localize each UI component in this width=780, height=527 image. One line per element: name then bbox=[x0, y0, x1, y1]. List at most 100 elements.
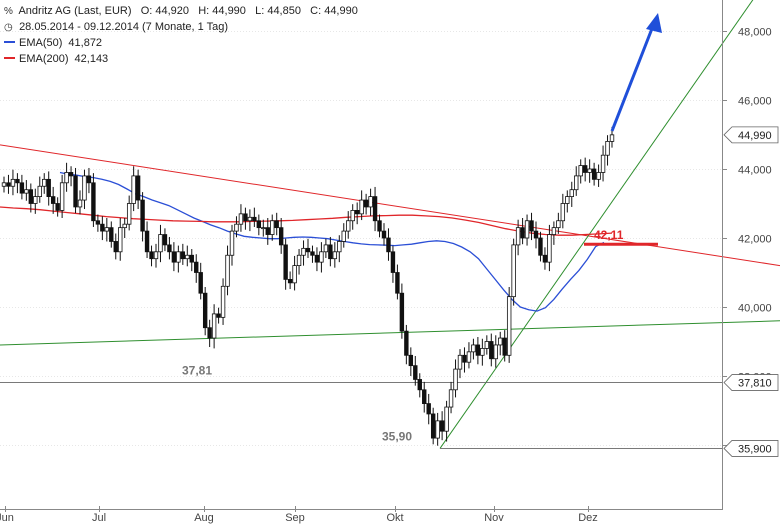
candle-body bbox=[216, 313, 221, 318]
candle-body bbox=[404, 330, 409, 356]
candle-body bbox=[305, 247, 311, 253]
candle-body bbox=[511, 244, 516, 298]
candle-body bbox=[609, 134, 615, 142]
overlays: 37,81 35,90 42,11 bbox=[182, 13, 662, 443]
candle-body bbox=[377, 220, 382, 232]
candle-body bbox=[189, 254, 194, 263]
candle-body bbox=[399, 292, 405, 332]
candle-body bbox=[24, 189, 29, 194]
candle-body bbox=[100, 223, 105, 232]
annotation-35-90: 35,90 bbox=[382, 429, 412, 443]
candle-body bbox=[395, 272, 400, 294]
y-tick-label: 42,000 bbox=[738, 234, 772, 246]
candle-body bbox=[301, 247, 306, 256]
candle-body bbox=[234, 223, 239, 232]
candle-body bbox=[274, 220, 279, 229]
candle-body bbox=[457, 354, 463, 370]
price-box-frame bbox=[723, 440, 779, 457]
candle-body bbox=[180, 251, 186, 260]
candle-body bbox=[341, 230, 346, 242]
candle-body bbox=[207, 327, 212, 339]
y-tick-label: 44,000 bbox=[738, 165, 772, 177]
projection-arrow-shaft bbox=[610, 25, 655, 132]
candle-body bbox=[153, 251, 159, 260]
candle-body bbox=[444, 406, 449, 432]
candle-body bbox=[346, 220, 351, 232]
candle-body bbox=[480, 347, 485, 356]
candle-body bbox=[363, 199, 369, 208]
candle-body bbox=[265, 227, 270, 235]
candle-body bbox=[426, 403, 431, 415]
candle-body bbox=[91, 182, 96, 222]
candle-body bbox=[591, 168, 597, 180]
candle-body bbox=[256, 220, 262, 229]
legend-ema50: EMA(50) 41,872 bbox=[4, 37, 102, 50]
open-value: O: 44,920 bbox=[140, 5, 190, 17]
candle-body bbox=[314, 254, 320, 263]
price-box: 44,990 bbox=[723, 126, 779, 144]
candle-body bbox=[466, 351, 472, 363]
x-axis: Jun Jul Aug Sep Okt Nov Dez bbox=[0, 506, 722, 524]
support-trendline bbox=[0, 320, 780, 346]
candle-body bbox=[587, 168, 592, 173]
candle-body bbox=[135, 175, 141, 201]
price-box: 35,900 bbox=[723, 440, 779, 457]
candle-body bbox=[337, 241, 342, 253]
candle-body bbox=[462, 354, 467, 363]
candle-body bbox=[158, 234, 163, 253]
y-tick-label: 40,000 bbox=[738, 303, 772, 315]
candle-body bbox=[292, 265, 297, 284]
candle-body bbox=[73, 175, 78, 208]
candle-body bbox=[6, 182, 11, 187]
candle-body bbox=[162, 234, 168, 246]
candle-body bbox=[359, 199, 364, 215]
candle-body bbox=[86, 175, 92, 184]
candle-body bbox=[55, 203, 60, 211]
candle-body bbox=[283, 244, 288, 280]
projection-arrow-head bbox=[646, 13, 662, 33]
candle-body bbox=[493, 344, 498, 360]
candle-body bbox=[354, 209, 360, 215]
annotation-37-81: 37,81 bbox=[182, 364, 212, 378]
candle-body bbox=[551, 227, 557, 235]
candle-body bbox=[489, 341, 494, 360]
candle-body bbox=[64, 172, 69, 184]
candle-body bbox=[390, 251, 396, 273]
x-tick-label: Jul bbox=[92, 512, 106, 524]
chart-icon: % bbox=[4, 6, 13, 17]
x-tick-label: Dez bbox=[578, 512, 598, 524]
candle-body bbox=[1, 182, 7, 187]
candle-body bbox=[50, 196, 56, 204]
candle-body bbox=[498, 337, 503, 346]
candle-body bbox=[238, 213, 244, 225]
ema200-label: EMA(200) bbox=[19, 53, 69, 65]
candle-body bbox=[252, 216, 257, 222]
header-range: ◷ 28.05.2014 - 09.12.2014 (7 Monate, 1 T… bbox=[4, 21, 228, 34]
candle-body bbox=[37, 185, 42, 197]
price-box-frame bbox=[723, 374, 779, 391]
candle-body bbox=[46, 178, 51, 198]
ema200-value: 42,143 bbox=[74, 53, 109, 65]
candle-body bbox=[332, 251, 338, 260]
close-value: C: 44,990 bbox=[310, 5, 358, 17]
legend-ema200: EMA(200) 42,143 bbox=[4, 53, 108, 66]
candle-body bbox=[556, 220, 561, 229]
candle-body bbox=[42, 178, 47, 187]
candle-body bbox=[506, 296, 512, 356]
uptrend-line bbox=[439, 0, 754, 449]
candle-body bbox=[538, 237, 543, 256]
candle-body bbox=[243, 213, 248, 222]
candle-body bbox=[533, 230, 539, 239]
candle-body bbox=[198, 272, 203, 294]
candle-body bbox=[261, 227, 266, 230]
candle-body bbox=[319, 251, 324, 263]
candle-body bbox=[10, 178, 16, 187]
candle-body bbox=[202, 292, 208, 329]
x-tick-label: Sep bbox=[285, 512, 305, 524]
candle-body bbox=[211, 313, 217, 339]
high-value: H: 44,990 bbox=[198, 5, 246, 17]
candle-body bbox=[605, 140, 610, 156]
y-tick-label: 46,000 bbox=[738, 96, 772, 108]
candle-body bbox=[471, 344, 476, 353]
candle-body bbox=[109, 227, 114, 242]
